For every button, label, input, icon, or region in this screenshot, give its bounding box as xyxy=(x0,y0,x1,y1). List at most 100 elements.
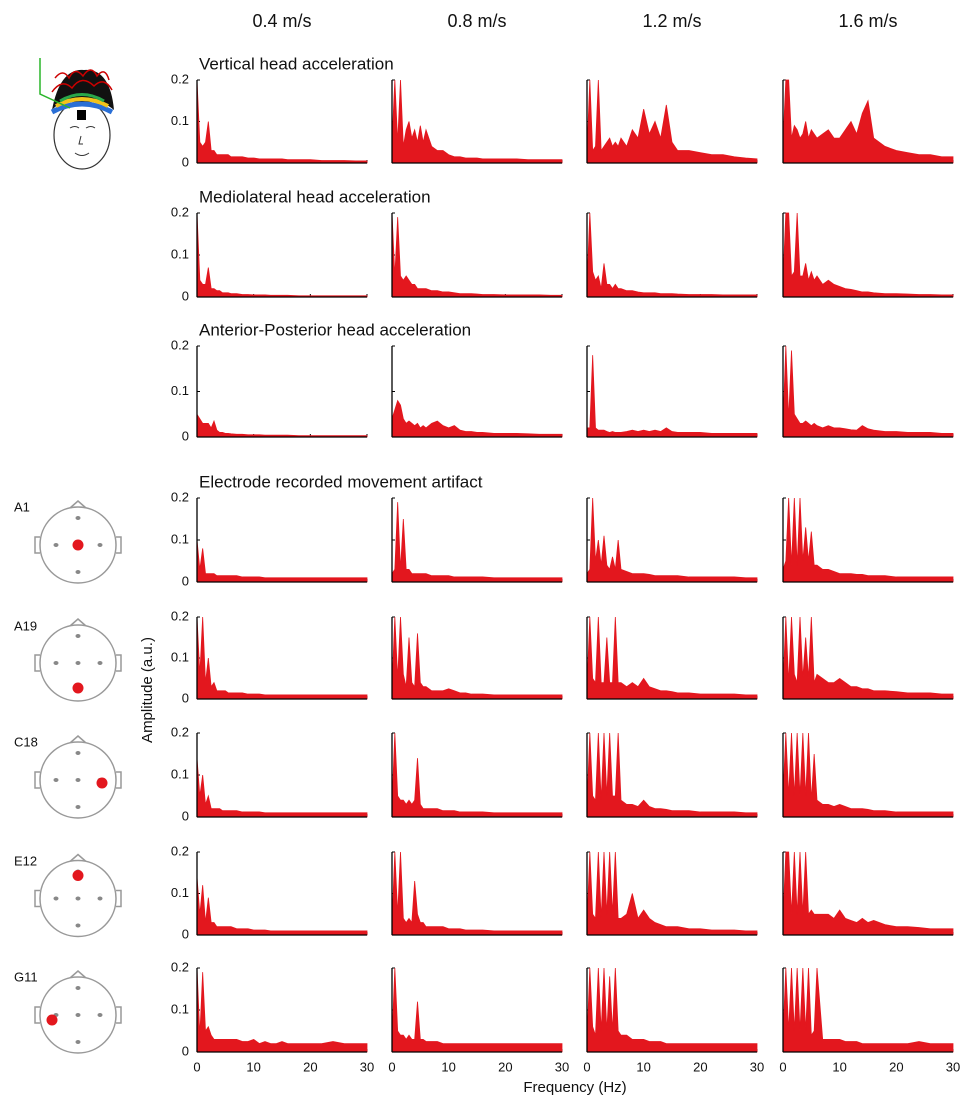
electrode-dot xyxy=(54,543,59,547)
x-axis-label: Frequency (Hz) xyxy=(523,1079,626,1096)
electrode-dot xyxy=(76,986,81,990)
spectrum-area xyxy=(783,80,953,163)
y-tick-label: 0.1 xyxy=(171,113,189,128)
y-tick-label: 0 xyxy=(182,1043,189,1058)
x-tick-label: 10 xyxy=(246,1059,260,1074)
electrode-dot xyxy=(76,805,81,809)
electrode-dot xyxy=(76,661,81,665)
spectrum-area xyxy=(392,968,562,1052)
scalp-map xyxy=(35,619,121,701)
electrode-dot xyxy=(76,570,81,574)
spectrum-area xyxy=(783,617,953,699)
spectrum-area xyxy=(587,355,757,437)
y-tick-label: 0.2 xyxy=(171,337,189,352)
x-tick-label: 20 xyxy=(303,1059,317,1074)
spectrum-area xyxy=(587,968,757,1052)
selected-electrode xyxy=(73,540,84,551)
y-tick-label: 0.1 xyxy=(171,766,189,781)
y-tick-label: 0 xyxy=(182,573,189,588)
x-tick-label: 20 xyxy=(889,1059,903,1074)
spectrum-area xyxy=(197,414,367,437)
electrode-label: C18 xyxy=(14,734,38,749)
y-tick-label: 0.1 xyxy=(171,1001,189,1016)
scalp-map xyxy=(35,855,121,937)
spectrum-area xyxy=(392,401,562,437)
x-tick-label: 10 xyxy=(441,1059,455,1074)
row-title: Vertical head acceleration xyxy=(199,54,394,73)
x-tick-label: 0 xyxy=(193,1059,200,1074)
electrode-label: A1 xyxy=(14,499,30,514)
x-tick-label: 10 xyxy=(832,1059,846,1074)
y-tick-label: 0 xyxy=(182,926,189,941)
spectrum-area xyxy=(587,852,757,935)
selected-electrode xyxy=(73,870,84,881)
selected-electrode xyxy=(97,778,108,789)
spectrum-area xyxy=(392,617,562,699)
y-axis-label: Amplitude (a.u.) xyxy=(139,637,156,743)
spectrum-area xyxy=(587,80,757,163)
electrode-dot xyxy=(98,1013,103,1017)
spectrum-area xyxy=(587,213,757,297)
x-tick-label: 30 xyxy=(555,1059,569,1074)
electrode-dot xyxy=(76,1013,81,1017)
spectrum-area xyxy=(783,498,953,582)
electrode-label: E12 xyxy=(14,853,37,868)
electrode-dot xyxy=(98,661,103,665)
scalp-map xyxy=(35,501,121,583)
y-tick-label: 0.1 xyxy=(171,383,189,398)
spectrum-area xyxy=(197,617,367,699)
spectrum-area xyxy=(197,540,367,582)
spectrum-area xyxy=(783,968,953,1052)
spectrum-area xyxy=(392,80,562,163)
electrode-dot xyxy=(98,543,103,547)
y-tick-label: 0.1 xyxy=(171,649,189,664)
electrode-dot xyxy=(76,1040,81,1044)
y-tick-label: 0.1 xyxy=(171,531,189,546)
x-tick-label: 20 xyxy=(498,1059,512,1074)
spectrum-area xyxy=(392,213,562,297)
y-tick-label: 0.2 xyxy=(171,724,189,739)
y-tick-label: 0.2 xyxy=(171,608,189,623)
y-tick-label: 0.2 xyxy=(171,71,189,86)
column-header: 1.2 m/s xyxy=(642,11,701,31)
spectrum-area xyxy=(587,733,757,817)
y-tick-label: 0.1 xyxy=(171,885,189,900)
electrode-dot xyxy=(76,897,81,901)
spectrum-area xyxy=(392,852,562,935)
face-icon xyxy=(40,58,114,169)
spectrum-area xyxy=(197,213,367,297)
y-tick-label: 0 xyxy=(182,154,189,169)
y-tick-label: 0.2 xyxy=(171,489,189,504)
electrode-dot xyxy=(54,897,59,901)
electrode-dot xyxy=(76,634,81,638)
y-tick-label: 0.2 xyxy=(171,843,189,858)
electrode-dot xyxy=(76,751,81,755)
spectrum-area xyxy=(197,758,367,817)
column-header: 0.8 m/s xyxy=(447,11,506,31)
column-header: 0.4 m/s xyxy=(252,11,311,31)
y-tick-label: 0.1 xyxy=(171,246,189,261)
y-tick-label: 0 xyxy=(182,428,189,443)
x-tick-label: 30 xyxy=(750,1059,764,1074)
electrode-label: A19 xyxy=(14,618,37,633)
electrode-label: G11 xyxy=(14,969,38,984)
y-tick-label: 0 xyxy=(182,288,189,303)
electrode-dot xyxy=(98,897,103,901)
spectrum-area xyxy=(783,346,953,437)
spectrum-area xyxy=(783,213,953,297)
electrode-dot xyxy=(76,924,81,928)
spectrum-area xyxy=(197,968,367,1052)
spectrum-area xyxy=(783,852,953,935)
spectrum-area xyxy=(587,617,757,699)
y-tick-label: 0.2 xyxy=(171,204,189,219)
x-tick-label: 0 xyxy=(583,1059,590,1074)
electrode-dot xyxy=(76,778,81,782)
scalp-map xyxy=(35,971,121,1053)
x-tick-label: 30 xyxy=(360,1059,374,1074)
electrode-dot xyxy=(54,661,59,665)
spectrum-area xyxy=(392,502,562,582)
selected-electrode xyxy=(47,1015,58,1026)
x-tick-label: 10 xyxy=(636,1059,650,1074)
y-tick-label: 0 xyxy=(182,690,189,705)
spectrum-area xyxy=(197,80,367,163)
